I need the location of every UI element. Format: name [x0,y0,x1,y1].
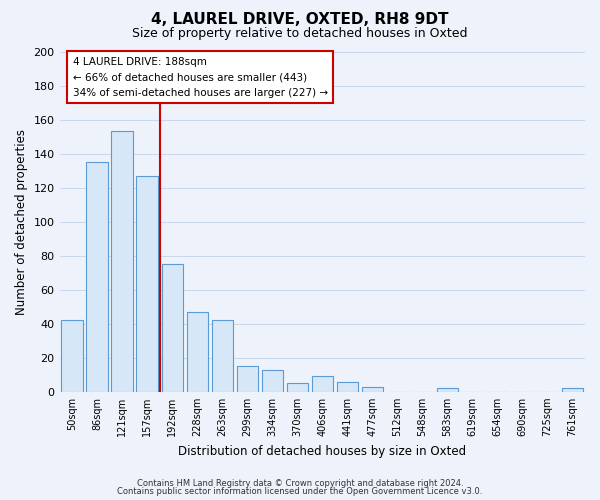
Bar [161,264,183,392]
Text: 4 LAUREL DRIVE: 188sqm
← 66% of detached houses are smaller (443)
34% of semi-de: 4 LAUREL DRIVE: 188sqm ← 66% of detached… [73,56,328,98]
Bar [112,132,133,392]
Bar [362,386,383,392]
Bar [337,382,358,392]
Y-axis label: Number of detached properties: Number of detached properties [15,128,28,314]
Text: 4, LAUREL DRIVE, OXTED, RH8 9DT: 4, LAUREL DRIVE, OXTED, RH8 9DT [151,12,449,28]
Bar [136,176,158,392]
Bar [236,366,258,392]
Bar [262,370,283,392]
Bar [61,320,83,392]
Text: Size of property relative to detached houses in Oxted: Size of property relative to detached ho… [132,28,468,40]
Text: Contains HM Land Registry data © Crown copyright and database right 2024.: Contains HM Land Registry data © Crown c… [137,478,463,488]
Bar [212,320,233,392]
Bar [311,376,333,392]
Bar [437,388,458,392]
Bar [287,384,308,392]
Text: Contains public sector information licensed under the Open Government Licence v3: Contains public sector information licen… [118,487,482,496]
Bar [562,388,583,392]
Bar [86,162,108,392]
Bar [187,312,208,392]
X-axis label: Distribution of detached houses by size in Oxted: Distribution of detached houses by size … [178,444,466,458]
